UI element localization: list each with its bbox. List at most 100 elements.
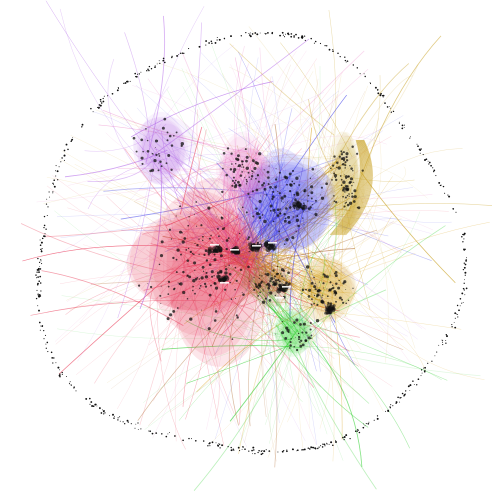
peripheral-node (70, 140, 72, 142)
graph-node (259, 274, 261, 276)
peripheral-node (208, 442, 210, 445)
network-edge (234, 45, 245, 171)
network-edge (262, 220, 395, 288)
network-edge (260, 215, 320, 269)
peripheral-node (239, 450, 241, 452)
edge-bundle (338, 139, 368, 236)
graph-node (287, 215, 291, 219)
network-edge (228, 202, 269, 266)
peripheral-node (71, 139, 73, 141)
network-edge (142, 147, 261, 253)
peripheral-node (148, 69, 150, 72)
network-edge (20, 223, 213, 281)
network-edge (191, 252, 264, 256)
network-edge (224, 181, 257, 249)
network-edge (239, 207, 256, 287)
network-edge (82, 244, 205, 262)
peripheral-edge (59, 272, 222, 284)
peripheral-node (148, 430, 150, 432)
network-edge (272, 155, 349, 186)
graph-node (316, 303, 319, 306)
network-edge (308, 99, 337, 176)
network-edge (256, 166, 292, 291)
graph-node (273, 275, 277, 278)
graph-node (194, 292, 196, 295)
peripheral-edge (210, 288, 321, 444)
graph-node (269, 291, 273, 295)
network-edge (214, 261, 254, 264)
peripheral-node (257, 451, 259, 454)
peripheral-node (43, 226, 45, 229)
peripheral-node (335, 441, 337, 443)
peripheral-node (428, 163, 430, 165)
peripheral-node (463, 233, 465, 236)
peripheral-edge (165, 158, 432, 234)
peripheral-node (465, 259, 467, 261)
network-edge (230, 264, 294, 335)
graph-node (330, 281, 332, 283)
network-edge (261, 183, 347, 275)
peripheral-node (249, 32, 251, 34)
network-edge (298, 285, 334, 345)
peripheral-node (37, 293, 39, 295)
peripheral-node (268, 450, 271, 452)
graph-node (301, 293, 303, 295)
network-edge (233, 184, 244, 269)
peripheral-edge (136, 107, 280, 211)
hub-node (254, 247, 260, 253)
peripheral-node (307, 447, 310, 449)
peripheral-node (154, 65, 156, 67)
graph-node (271, 274, 273, 276)
network-edge (210, 274, 327, 385)
network-edge (195, 194, 246, 263)
network-edge (238, 217, 285, 260)
network-edge (278, 245, 337, 267)
peripheral-node (392, 110, 395, 113)
network-edge (246, 265, 264, 285)
peripheral-node (163, 61, 166, 64)
peripheral-node (448, 195, 451, 198)
peripheral-node (376, 89, 379, 91)
graph-node (274, 186, 277, 189)
peripheral-node (398, 122, 400, 124)
network-edge (268, 241, 336, 272)
network-edge (229, 158, 258, 268)
peripheral-node (465, 259, 468, 262)
peripheral-node (328, 443, 330, 445)
graph-node (233, 185, 237, 189)
peripheral-node (136, 73, 138, 75)
graph-node (277, 190, 279, 193)
peripheral-node (117, 419, 119, 421)
peripheral-node (182, 439, 184, 442)
graph-node (296, 215, 299, 218)
peripheral-edge (56, 213, 278, 217)
network-edge (307, 225, 446, 336)
graph-node (311, 204, 313, 206)
peripheral-edge (54, 170, 246, 342)
peripheral-node (317, 447, 319, 450)
graph-node (252, 215, 255, 218)
graph-node (340, 157, 344, 160)
network-edge (296, 318, 448, 381)
network-edge (246, 256, 306, 293)
graph-node (213, 275, 215, 277)
graph-node (310, 185, 314, 189)
cluster-blob (141, 123, 189, 174)
peripheral-node (259, 32, 261, 34)
network-edge (268, 156, 271, 283)
network-edge (203, 209, 304, 331)
graph-node (155, 153, 158, 157)
peripheral-edge (150, 44, 235, 141)
peripheral-edge (152, 92, 324, 158)
graph-node (307, 194, 310, 197)
graph-node (237, 154, 240, 158)
network-edge (226, 258, 275, 301)
peripheral-node (265, 32, 267, 35)
graph-node (353, 195, 357, 199)
network-edge (242, 246, 325, 309)
network-edge (187, 250, 342, 286)
network-edge (227, 181, 296, 268)
peripheral-edge (74, 164, 328, 281)
graph-node (325, 182, 328, 186)
peripheral-node (290, 33, 293, 35)
